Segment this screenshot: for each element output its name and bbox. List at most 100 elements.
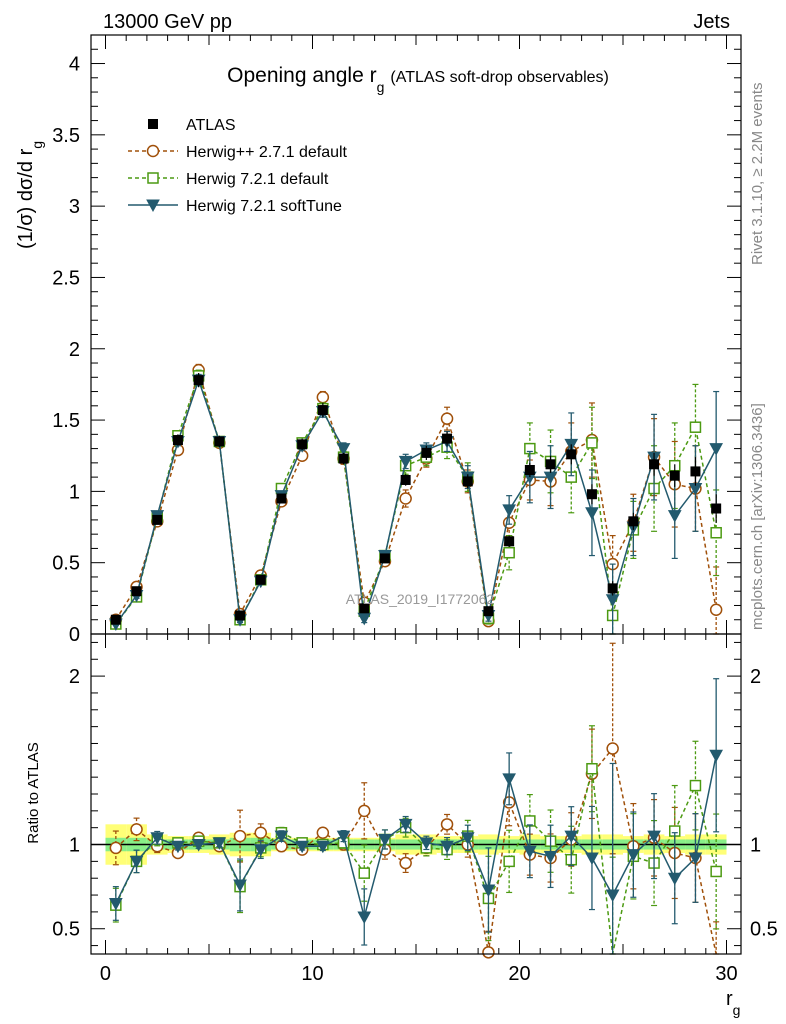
series-line: [115, 377, 717, 625]
data-point: [152, 514, 163, 525]
data-point: [255, 574, 266, 585]
ratio-point: [503, 855, 515, 868]
header-left: 13000 GeV pp: [103, 11, 232, 33]
ratio-point: [689, 779, 702, 792]
header-right: Jets: [693, 11, 730, 33]
data-point: [545, 459, 556, 470]
y-tick-label: 0: [69, 624, 80, 646]
data-point: [276, 493, 287, 504]
data-point: [711, 503, 722, 514]
ratio-point: [274, 830, 289, 844]
ratio-point: [564, 830, 579, 844]
ratio-y-axis-label: Ratio to ATLAS: [25, 742, 42, 843]
ratio-point: [710, 865, 722, 878]
ratio-point: [108, 897, 123, 911]
series-point: [709, 443, 724, 456]
y-tick-label: 3: [69, 196, 80, 218]
y-tick-label: 2.5: [52, 267, 80, 289]
y-tick-label: 4: [69, 54, 80, 76]
ratio-point: [606, 742, 619, 755]
series-point: [503, 546, 515, 559]
ratio-point: [667, 872, 682, 886]
legend-marker: [147, 172, 159, 184]
chart-title-main: Opening angle r: [227, 64, 376, 87]
data-point: [504, 536, 515, 547]
x-axis-label-sub: g: [733, 1002, 741, 1018]
ratio-point: [626, 849, 641, 862]
ratio-point: [440, 840, 454, 854]
x-tick-label: 20: [508, 963, 530, 985]
ratio-series-2: [108, 678, 724, 955]
ratio-point: [253, 844, 268, 857]
chart-title-sub: g: [377, 79, 385, 95]
data-point: [442, 433, 453, 444]
ratio-tick-label-right: 2: [750, 666, 761, 688]
ratio-point: [543, 850, 558, 864]
watermark: ATLAS_2019_I1772062: [346, 591, 495, 607]
legend-entry: Herwig 7.2.1 softTune: [128, 198, 342, 215]
ratio-point: [460, 832, 475, 845]
data-point: [649, 459, 660, 470]
y-axis-label-main: (1/σ) dσ/d r: [15, 148, 37, 249]
ratio-point: [129, 855, 144, 869]
x-axis-label: rg: [726, 988, 740, 1018]
ratio-point: [605, 889, 620, 903]
legend-entry: Herwig 7.2.1 default: [128, 171, 329, 188]
x-tick-label: 0: [100, 963, 111, 985]
series-point: [586, 437, 598, 449]
chart-title-paren: (ATLAS soft-drop observables): [390, 69, 608, 86]
ratio-point: [254, 826, 267, 839]
series-point: [336, 443, 351, 456]
legend-marker: [148, 119, 158, 129]
data-point: [566, 449, 577, 460]
data-point: [172, 435, 183, 446]
ratio-point: [357, 804, 371, 818]
ratio-point: [358, 867, 370, 879]
data-point: [400, 474, 411, 485]
ratio-point: [502, 773, 516, 786]
series-point: [585, 507, 599, 520]
series-line: [115, 367, 717, 622]
ratio-point: [419, 837, 434, 850]
ratio-point: [295, 840, 309, 854]
ratio-point: [233, 829, 247, 843]
ratio-point: [191, 839, 206, 852]
ratio-point: [378, 833, 392, 847]
series-point: [710, 526, 722, 539]
legend-label: Herwig 7.2.1 default: [186, 171, 329, 188]
ratio-point: [398, 818, 413, 832]
mcplots-label: mcplots.cern.ch [arXiv:1306.3436]: [749, 403, 766, 630]
series-line: [115, 373, 717, 625]
y-axis-label: (1/σ) dσ/d rg: [15, 141, 45, 249]
ratio-series-0: [109, 642, 720, 959]
y-tick-label: 0.5: [52, 553, 80, 575]
ratio-point: [233, 879, 247, 892]
data-series: [110, 373, 722, 625]
ratio-point: [336, 830, 351, 844]
ratio-point: [585, 852, 599, 866]
data-point: [297, 439, 308, 450]
series-point: [316, 391, 330, 404]
x-axis-label-main: r: [726, 988, 733, 1010]
legend-marker: [146, 199, 160, 213]
legend-entry: ATLAS: [148, 117, 236, 134]
main-plot-panel: ATLAS_2019_I1772062: [90, 34, 742, 635]
ratio-tick-label: 2: [69, 666, 80, 688]
ratio-plot-panel: [90, 633, 742, 959]
data-point: [317, 405, 328, 416]
ratio-point: [481, 884, 496, 898]
data-point: [690, 466, 701, 477]
data-point: [338, 453, 349, 464]
rivet-label: Rivet 3.1.10, ≥ 2.2M events: [749, 83, 766, 266]
ratio-tick-label: 0.5: [52, 919, 80, 941]
ratio-point: [316, 826, 330, 839]
y-tick-label: 1.5: [52, 410, 80, 432]
data-point: [131, 586, 142, 597]
ratio-point: [688, 852, 703, 866]
series-point: [502, 504, 516, 517]
data-point: [214, 436, 225, 447]
series-point: [440, 412, 454, 425]
ratio-tick-label: 1: [69, 835, 80, 857]
data-point: [193, 375, 204, 386]
